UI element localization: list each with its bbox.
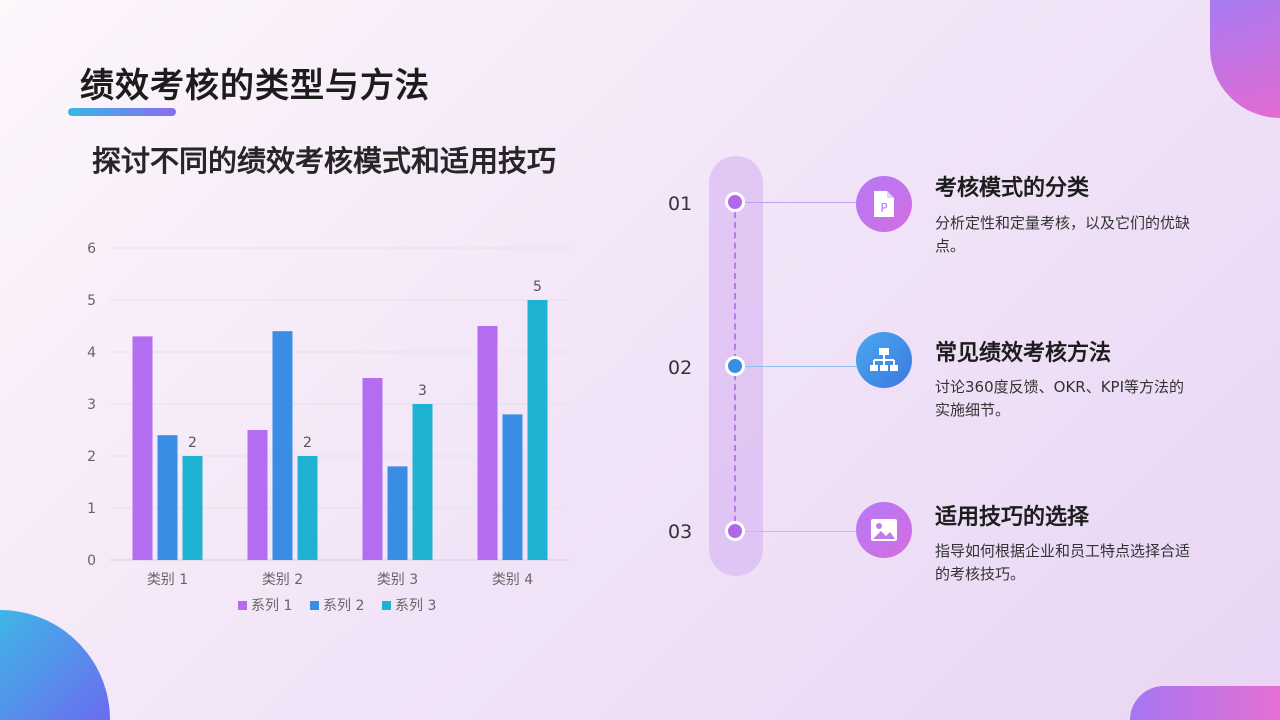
y-tick-label: 3 xyxy=(87,397,96,413)
step-title-3: 适用技巧的选择 xyxy=(935,505,1090,530)
step-dot-3 xyxy=(725,521,745,541)
step-number-1: 01 xyxy=(668,193,693,215)
legend-label: 系列 2 xyxy=(323,598,364,614)
bar xyxy=(477,326,498,560)
y-tick-label: 5 xyxy=(87,293,96,309)
legend-label: 系列 1 xyxy=(251,598,292,614)
bar xyxy=(362,378,383,560)
step-title-1: 考核模式的分类 xyxy=(935,176,1090,201)
bar xyxy=(527,300,548,560)
bar xyxy=(297,456,318,560)
step-connector-1 xyxy=(742,202,858,203)
step-icon-1: P xyxy=(856,176,912,232)
step-icon-3 xyxy=(856,502,912,558)
y-tick-label: 0 xyxy=(87,553,96,569)
step-connector-2 xyxy=(742,366,858,367)
x-tick-label: 类别 1 xyxy=(147,572,188,588)
bar xyxy=(182,456,203,560)
image-icon xyxy=(871,519,897,541)
bar xyxy=(247,430,268,560)
y-tick-label: 4 xyxy=(87,345,96,361)
legend-swatch xyxy=(382,601,391,610)
step-connector-3 xyxy=(742,531,858,532)
slide-subtitle: 探讨不同的绩效考核模式和适用技巧 xyxy=(92,144,557,178)
legend-swatch xyxy=(310,601,319,610)
bar-chart: 0 1 2 3 4 5 6 2 类别 1 2 类别 2 3 类别 3 5 类别 4 系列 1 系列 2 系列 3 xyxy=(87,241,570,614)
title-underline xyxy=(68,108,176,116)
legend-swatch xyxy=(238,601,247,610)
decor-top-right xyxy=(1210,0,1280,118)
step-desc-1: 分析定性和定量考核，以及它们的优缺点。 xyxy=(935,214,1191,255)
y-tick-label: 2 xyxy=(87,449,96,465)
bar xyxy=(502,414,523,560)
data-label: 5 xyxy=(533,279,542,295)
step-title-2: 常见绩效考核方法 xyxy=(935,341,1112,366)
bar xyxy=(387,466,408,560)
step-dot-2 xyxy=(725,356,745,376)
legend-label: 系列 3 xyxy=(395,598,436,614)
x-tick-label: 类别 3 xyxy=(377,572,418,588)
bar xyxy=(132,336,153,560)
step-desc-2: 讨论360度反馈、OKR、KPI等方法的实施细节。 xyxy=(935,378,1185,419)
x-tick-label: 类别 4 xyxy=(492,572,533,588)
step-number-2: 02 xyxy=(668,357,693,379)
y-tick-label: 1 xyxy=(87,501,96,517)
bar xyxy=(272,331,293,560)
data-label: 2 xyxy=(303,435,312,451)
data-label: 3 xyxy=(418,383,427,399)
decor-bottom-right xyxy=(1130,686,1280,720)
step-desc-3: 指导如何根据企业和员工特点选择合适的考核技巧。 xyxy=(935,542,1191,583)
step-icon-2 xyxy=(856,332,912,388)
slide-title: 绩效考核的类型与方法 xyxy=(80,66,430,106)
svg-text:P: P xyxy=(880,201,887,215)
org-chart-icon xyxy=(870,348,898,371)
x-tick-label: 类别 2 xyxy=(262,572,303,588)
step-dot-1 xyxy=(725,192,745,212)
bar xyxy=(412,404,433,560)
y-tick-label: 6 xyxy=(87,241,96,257)
document-icon: P xyxy=(874,191,894,217)
bar xyxy=(157,435,178,560)
data-label: 2 xyxy=(188,435,197,451)
step-number-3: 03 xyxy=(668,521,693,543)
